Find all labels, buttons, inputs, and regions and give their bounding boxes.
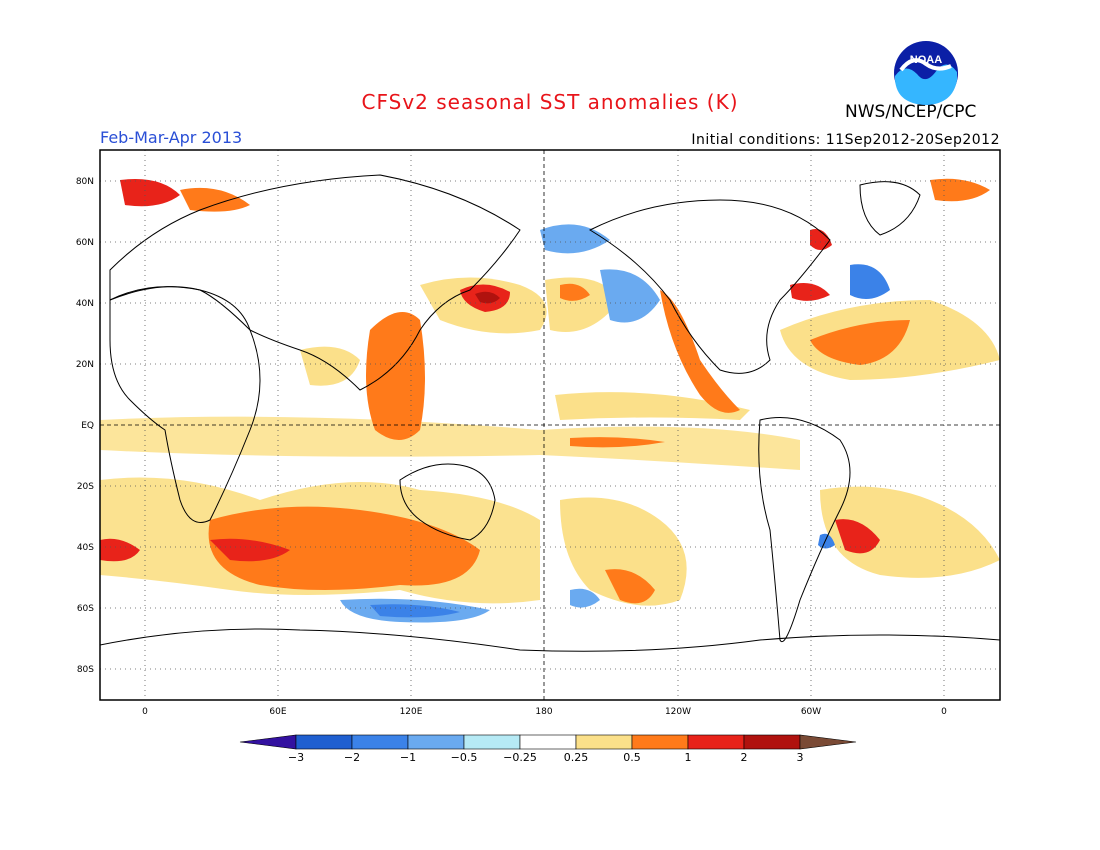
colorbar-label: −0.5 xyxy=(451,751,478,764)
colorbar-segment xyxy=(351,734,409,750)
colorbar-segment xyxy=(743,734,801,750)
lat-tick-label: 80S xyxy=(77,665,94,675)
colorbar-label: 0.5 xyxy=(623,751,641,764)
africa-outline xyxy=(109,286,261,523)
noaa-logo: NOAA xyxy=(894,41,958,105)
colorbar-label: −2 xyxy=(344,751,360,764)
map-frame xyxy=(99,149,1001,701)
colorbar-label: 1 xyxy=(685,751,692,764)
australia-outline xyxy=(399,463,496,541)
north-america-outline xyxy=(588,199,831,374)
lat-tick-label: 20S xyxy=(77,482,94,492)
lon-axis: 0 60E 120E 180 120W 60W 0 xyxy=(142,707,947,717)
colorbar-segment xyxy=(575,734,633,750)
lon-tick-label: 120W xyxy=(665,707,691,717)
colorbar-segment xyxy=(631,734,689,750)
lon-tick-label: 0 xyxy=(142,707,148,717)
lat-tick-label: 20N xyxy=(76,360,94,370)
colorbar-segment xyxy=(687,734,745,750)
lat-axis: 80N 60N 40N 20N EQ 20S 40S 60S 80S xyxy=(76,177,94,675)
lat-tick-label: 40N xyxy=(76,299,94,309)
agency-label: NWS/NCEP/CPC xyxy=(845,102,977,122)
colorbar-label: 2 xyxy=(741,751,748,764)
greenland-outline xyxy=(859,181,921,236)
lon-tick-label: 120E xyxy=(400,707,423,717)
noaa-logo-text: NOAA xyxy=(910,54,942,66)
colorbar-label: −1 xyxy=(400,751,416,764)
map-title: CFSv2 seasonal SST anomalies (K) xyxy=(361,90,739,114)
colorbar-label: 0.25 xyxy=(564,751,589,764)
anomaly-field xyxy=(100,178,1000,623)
coastlines xyxy=(100,174,1000,652)
colorbar-label: −3 xyxy=(288,751,304,764)
colorbar-segment xyxy=(407,734,465,750)
lat-tick-label: 80N xyxy=(76,177,94,187)
lat-tick-label: EQ xyxy=(81,421,94,431)
lat-tick-label: 60S xyxy=(77,604,94,614)
lat-tick-label: 40S xyxy=(77,543,94,553)
south-america-outline xyxy=(758,417,851,643)
initial-conditions-label: Initial conditions: 11Sep2012-20Sep2012 xyxy=(691,132,1000,148)
colorbar-segment xyxy=(295,734,353,750)
colorbar: −3 −2 −1 −0.5 −0.25 0.25 0.5 1 2 3 xyxy=(239,734,857,764)
lon-tick-label: 60E xyxy=(269,707,286,717)
colorbar-segment xyxy=(463,734,521,750)
colorbar-label: −0.25 xyxy=(503,751,537,764)
season-label: Feb-Mar-Apr 2013 xyxy=(100,128,243,147)
lon-tick-label: 0 xyxy=(941,707,947,717)
eurasia-outline xyxy=(109,174,521,391)
colorbar-max-arrow xyxy=(799,734,857,750)
lon-tick-label: 60W xyxy=(801,707,821,717)
lat-tick-label: 60N xyxy=(76,238,94,248)
colorbar-min-arrow xyxy=(239,734,297,750)
antarctica-outline xyxy=(100,628,1000,652)
lon-tick-label: 180 xyxy=(535,707,552,717)
colorbar-label: 3 xyxy=(797,751,804,764)
colorbar-segment xyxy=(519,734,577,750)
